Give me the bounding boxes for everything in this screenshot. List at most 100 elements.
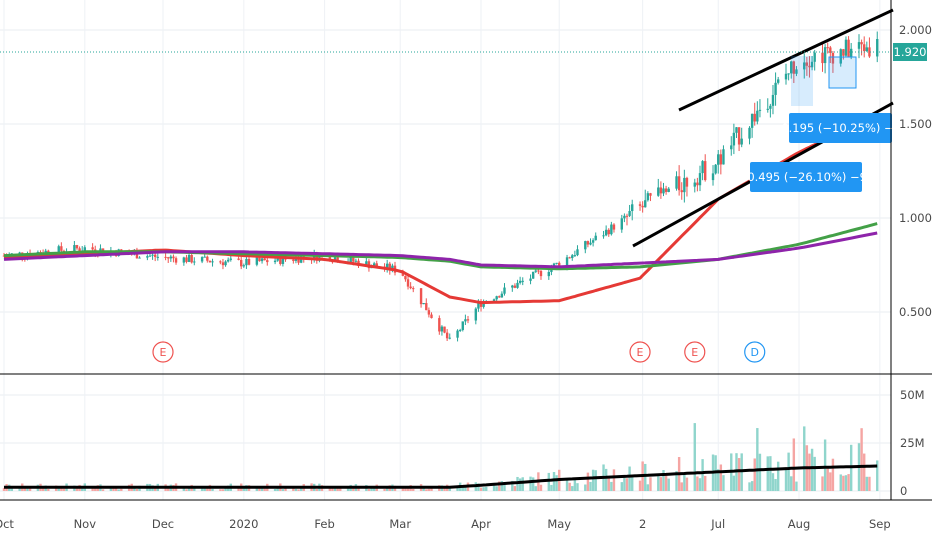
- candle-body: [292, 259, 295, 261]
- candle-body: [427, 310, 431, 315]
- volume-bar: [385, 488, 389, 491]
- candle-body: [448, 337, 451, 339]
- volume-bar: [646, 484, 650, 491]
- candle-body: [425, 303, 428, 311]
- candle-body: [372, 263, 376, 266]
- volume-bar: [187, 487, 191, 491]
- volume-bar: [803, 426, 806, 491]
- candle-body: [558, 262, 561, 267]
- candle-body: [766, 108, 769, 110]
- volume-bar: [495, 486, 498, 491]
- candle-body: [826, 47, 829, 49]
- candle-body: [675, 176, 678, 189]
- volume-bar: [704, 475, 707, 491]
- volume-bar: [693, 423, 696, 491]
- volume-bar: [485, 486, 488, 491]
- volume-bar: [47, 488, 50, 491]
- volume-bar: [722, 475, 725, 491]
- candle-body: [466, 319, 470, 321]
- volume-bars: [2, 423, 879, 491]
- candle-body: [461, 321, 464, 330]
- time-tick-label: Aug: [788, 517, 810, 531]
- volume-bar: [584, 484, 587, 491]
- price-tick-label: 1.500: [899, 117, 932, 131]
- candle-body: [349, 257, 352, 263]
- volume-bar: [292, 488, 295, 491]
- moving-average-lines: [3, 113, 878, 305]
- volume-bar: [28, 488, 32, 491]
- volume-bar: [771, 473, 775, 491]
- candle-body: [657, 187, 660, 196]
- volume-bar: [273, 488, 277, 491]
- volume-bar: [498, 481, 501, 491]
- candle-body: [631, 204, 634, 212]
- volume-bar: [865, 476, 869, 491]
- volume-bar: [404, 487, 407, 491]
- candle-body: [594, 235, 597, 241]
- candle-body: [419, 288, 423, 305]
- event-marker-label: E: [691, 346, 698, 359]
- measure-label-1: −0.195 (−10.25%) −39: [772, 121, 909, 135]
- candle-body: [868, 47, 871, 57]
- volume-bar: [406, 487, 410, 491]
- candle-body: [513, 285, 517, 288]
- range-box-2[interactable]: [828, 56, 857, 89]
- candle-body: [774, 82, 777, 95]
- volume-bar: [75, 487, 79, 491]
- candle-body: [224, 261, 227, 266]
- volume-bar: [790, 476, 793, 491]
- candle-body: [203, 256, 206, 258]
- candle-body: [219, 261, 222, 263]
- volume-bar: [448, 488, 451, 491]
- volume-bar: [182, 488, 186, 491]
- candle-body: [221, 262, 225, 266]
- current-price-tag-bg: [893, 43, 927, 61]
- candle-body: [255, 257, 259, 265]
- volume-bar: [847, 474, 850, 491]
- volume-bar: [477, 483, 480, 491]
- candle-body: [279, 256, 282, 264]
- volume-bar: [242, 488, 246, 491]
- candle-body: [722, 149, 725, 165]
- volume-bar: [112, 486, 115, 491]
- volume-bar: [315, 489, 319, 491]
- volume-bar: [211, 488, 214, 491]
- volume-bar: [529, 476, 532, 491]
- candle-body: [401, 272, 405, 276]
- candle-body: [664, 188, 668, 192]
- range-box-1[interactable]: [791, 56, 813, 106]
- candle-body: [756, 110, 759, 122]
- candle-body: [138, 257, 141, 259]
- volume-bar: [203, 488, 206, 491]
- candle-body: [297, 257, 300, 263]
- candle-body: [787, 73, 790, 75]
- candle-body: [83, 247, 87, 251]
- candle-body: [229, 258, 232, 260]
- candle-body: [365, 261, 368, 267]
- time-tick-label: 2020: [229, 517, 258, 531]
- volume-bar: [795, 481, 798, 491]
- candle-body: [641, 205, 644, 208]
- candle-body: [839, 49, 842, 64]
- channel-upper-line[interactable]: [678, 8, 894, 112]
- time-tick-label: May: [547, 517, 571, 531]
- candle-body: [518, 280, 522, 283]
- volume-bar: [464, 487, 467, 491]
- volume-bar: [591, 469, 595, 491]
- candle-body: [573, 255, 577, 257]
- candle-body: [156, 256, 159, 258]
- volume-bar: [294, 488, 298, 491]
- candle-body: [193, 261, 196, 263]
- volume-bar: [638, 480, 642, 491]
- volume-bar: [60, 486, 63, 491]
- time-tick-label: Oct: [0, 517, 14, 531]
- candle-body: [375, 263, 378, 267]
- candle-body: [237, 258, 240, 260]
- volume-bar: [667, 478, 670, 491]
- candle-body: [482, 301, 485, 307]
- volume-bar: [612, 469, 616, 491]
- candle-body: [646, 193, 650, 201]
